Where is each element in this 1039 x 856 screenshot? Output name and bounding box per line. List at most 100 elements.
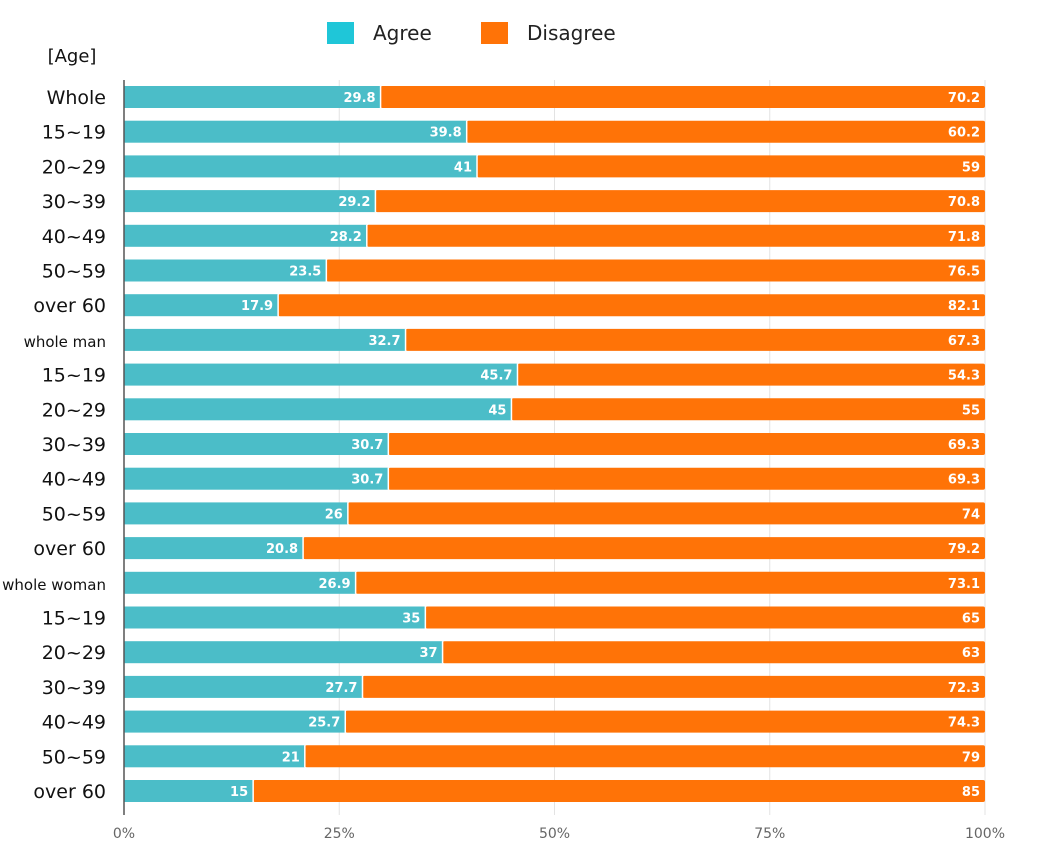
bar-agree <box>124 433 389 455</box>
category-label: 40~49 <box>42 469 106 491</box>
legend: Agree Disagree <box>327 21 616 45</box>
bar-disagree <box>375 190 985 213</box>
category-label: 50~59 <box>42 503 106 525</box>
category-label: 50~59 <box>42 261 106 283</box>
category-label: 30~39 <box>42 677 106 699</box>
bar-agree <box>124 537 304 560</box>
data-label-disagree: 54.3 <box>948 369 980 384</box>
data-label-disagree: 85 <box>962 785 980 800</box>
data-label-disagree: 74.3 <box>948 716 980 731</box>
data-label-agree: 26.9 <box>319 577 351 592</box>
data-label-disagree: 69.3 <box>948 438 980 453</box>
category-label: 20~29 <box>42 156 106 178</box>
x-tick-label: 25% <box>324 826 355 842</box>
bar-disagree <box>477 155 985 178</box>
data-label-disagree: 65 <box>962 612 980 627</box>
bar-agree <box>124 502 348 525</box>
bar-agree <box>124 780 254 802</box>
x-tick-label: 100% <box>965 826 1005 842</box>
data-label-agree: 26 <box>325 507 343 522</box>
data-label-disagree: 73.1 <box>948 577 980 592</box>
bar-agree <box>124 259 327 282</box>
data-label-agree: 45 <box>488 403 506 418</box>
data-label-agree: 23.5 <box>289 265 321 280</box>
bar-agree <box>124 328 406 351</box>
category-label: 15~19 <box>42 608 106 630</box>
legend-label-agree: Agree <box>373 21 432 45</box>
category-label: 20~29 <box>42 399 106 421</box>
data-label-disagree: 59 <box>962 160 980 175</box>
bar-disagree <box>425 606 986 629</box>
data-label-disagree: 70.8 <box>948 195 980 210</box>
bar-agree <box>124 467 389 490</box>
bar-disagree <box>511 398 985 421</box>
data-label-agree: 35 <box>402 612 420 627</box>
bar-disagree <box>278 294 985 317</box>
bar-disagree <box>366 224 985 247</box>
x-axis-ticks: 0% 25% 50% 75% 100% <box>113 826 1005 842</box>
data-label-agree: 20.8 <box>266 542 298 557</box>
data-label-agree: 29.8 <box>343 91 375 106</box>
data-label-disagree: 71.8 <box>948 230 980 245</box>
data-label-disagree: 74 <box>962 507 980 522</box>
bar-disagree <box>347 502 985 525</box>
bar-disagree <box>303 537 985 560</box>
bar-agree <box>124 745 305 768</box>
x-tick-label: 75% <box>754 826 785 842</box>
category-label: 15~19 <box>42 365 106 387</box>
data-label-agree: 15 <box>230 785 248 800</box>
category-label: 30~39 <box>42 191 106 213</box>
bar-agree <box>124 606 426 629</box>
data-label-agree: 25.7 <box>308 716 340 731</box>
category-label: 40~49 <box>42 226 106 248</box>
data-label-disagree: 60.2 <box>948 126 980 141</box>
bar-disagree <box>355 571 985 594</box>
category-label: over 60 <box>33 295 106 317</box>
legend-swatch-agree <box>327 22 354 44</box>
category-label: whole woman <box>2 576 106 594</box>
data-label-agree: 27.7 <box>325 681 357 696</box>
bar-agree <box>124 294 279 317</box>
bar-agree <box>124 398 512 421</box>
bar-disagree <box>517 363 985 386</box>
bar-disagree <box>362 675 985 698</box>
category-label: 50~59 <box>42 746 106 768</box>
category-label: whole man <box>24 333 106 351</box>
data-label-agree: 41 <box>454 160 472 175</box>
data-label-agree: 17.9 <box>241 299 273 314</box>
data-label-agree: 30.7 <box>351 473 383 488</box>
bar-disagree <box>388 433 985 455</box>
data-label-agree: 45.7 <box>480 369 512 384</box>
legend-swatch-disagree <box>481 22 508 44</box>
data-label-agree: 37 <box>419 646 437 661</box>
category-label: over 60 <box>33 781 106 803</box>
data-label-disagree: 76.5 <box>948 265 980 280</box>
data-label-disagree: 55 <box>962 403 980 418</box>
bar-agree <box>124 571 356 594</box>
bar-agree <box>124 224 367 247</box>
bar-disagree <box>388 467 985 490</box>
x-tick-label: 50% <box>539 826 570 842</box>
data-label-agree: 39.8 <box>430 126 462 141</box>
category-label: Whole <box>47 87 106 109</box>
bar-agree <box>124 363 518 386</box>
category-label: 30~39 <box>42 434 106 456</box>
bar-disagree <box>345 710 986 733</box>
data-label-disagree: 70.2 <box>948 91 980 106</box>
y-axis-title: [Age] <box>48 46 97 67</box>
data-label-agree: 28.2 <box>330 230 362 245</box>
bar-disagree <box>253 780 985 802</box>
bar-disagree <box>326 259 986 282</box>
data-label-disagree: 67.3 <box>948 334 980 349</box>
data-label-disagree: 63 <box>962 646 980 661</box>
data-label-agree: 30.7 <box>351 438 383 453</box>
bars: 29.8 70.2 39.8 60.2 41 59 29.2 70.8 28.2 71.8 23.5… <box>124 86 986 802</box>
data-label-agree: 21 <box>282 750 300 765</box>
bar-agree <box>124 120 467 143</box>
category-label: 40~49 <box>42 712 106 734</box>
data-label-disagree: 79 <box>962 750 980 765</box>
bar-agree <box>124 190 376 213</box>
bar-disagree <box>405 328 985 351</box>
category-label: over 60 <box>33 538 106 560</box>
